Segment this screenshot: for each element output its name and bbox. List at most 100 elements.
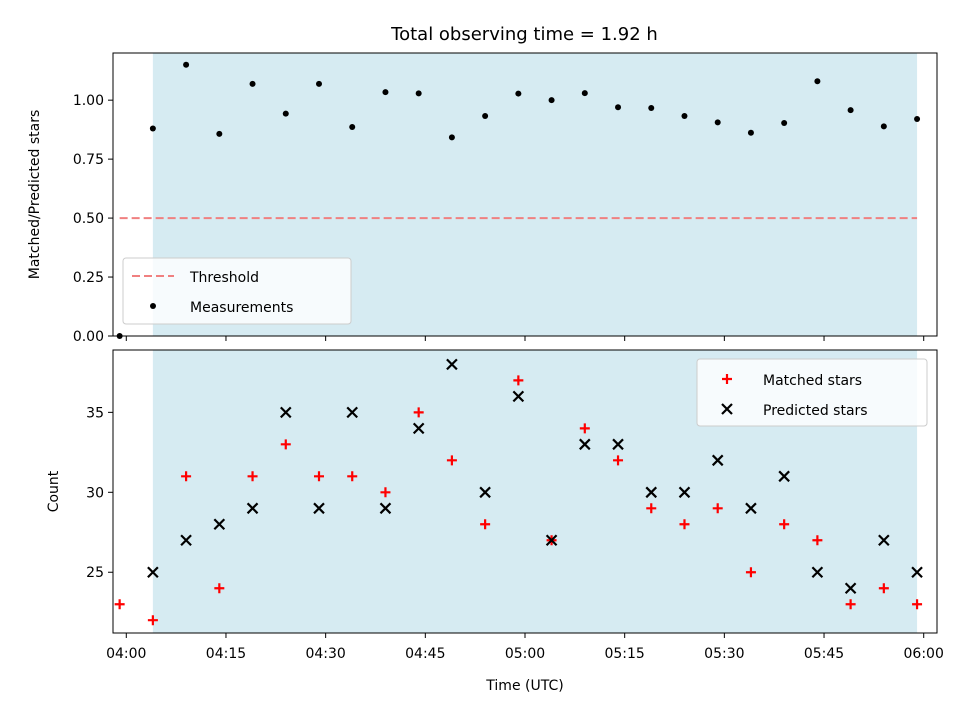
predicted-star-point (778, 470, 790, 483)
x-tick-label: 04:30 (305, 646, 345, 662)
predicted-star-point (213, 518, 226, 531)
predicted-star-point (878, 534, 890, 547)
y-tick-label: 0.75 (73, 152, 104, 168)
predicted-star-point (678, 486, 691, 499)
matched-star-point (613, 455, 624, 466)
matched-star-point (280, 439, 291, 450)
matched-star-point (214, 583, 225, 594)
measurement-point (714, 119, 721, 126)
predicted-star-point (246, 502, 259, 515)
predicted-star-point (911, 566, 923, 579)
legend-threshold-label: Threshold (189, 270, 259, 286)
matched-star-point (181, 471, 192, 482)
matched-star-point (712, 503, 723, 514)
matched-star-point (878, 583, 889, 594)
y-axis-label: Count (46, 470, 62, 512)
predicted-star-point (579, 438, 591, 451)
legend-predicted-swatch (721, 403, 733, 415)
measurement-point (183, 61, 190, 68)
matched-star-point (247, 471, 258, 482)
predicted-star-point (645, 486, 658, 499)
x-tick-label: 05:15 (604, 646, 644, 662)
legend-box (696, 358, 928, 427)
predicted-star-point (446, 358, 458, 371)
predicted-star-point (147, 566, 159, 579)
measurement-point (316, 80, 322, 87)
matched-star-point (646, 503, 657, 514)
chart-title: Total observing time = 1.92 h (390, 24, 658, 45)
matched-star-point (314, 471, 324, 482)
predicted-star-point (379, 502, 392, 515)
y-axis-label: Matched/Predicted stars (27, 110, 43, 280)
matched-star-point (679, 519, 690, 530)
legend-top: Threshold Measurements (122, 257, 352, 325)
measurement-point (515, 90, 522, 97)
predicted-star-point (479, 486, 491, 499)
measurement-point (282, 110, 289, 117)
measurement-point (149, 125, 156, 132)
x-tick-label: 04:15 (206, 646, 246, 662)
matched-star-point (779, 519, 790, 530)
matched-star-point (845, 599, 856, 610)
x-axis-label: Time (UTC) (485, 678, 563, 694)
matched-star-point (513, 375, 524, 386)
predicted-star-point (711, 454, 724, 467)
predicted-star-point (745, 502, 757, 515)
predicted-star-point (279, 406, 292, 419)
predicted-star-point (313, 502, 325, 515)
legend-box (122, 257, 352, 325)
predicted-star-point (412, 422, 425, 435)
predicted-star-point (180, 534, 192, 547)
measurement-point (548, 97, 555, 104)
y-tick-label: 0.25 (73, 270, 104, 286)
matched-star-point (413, 407, 424, 418)
legend-matched-swatch (722, 374, 732, 384)
matched-star-point (812, 535, 823, 546)
measurement-point (781, 120, 788, 127)
matched-star-point (347, 471, 358, 482)
y-tick-label: 0.00 (73, 329, 104, 345)
measurement-point (349, 124, 356, 131)
legend-measurement-label: Measurements (190, 300, 293, 316)
legend-bottom: Matched stars Predicted stars (696, 358, 928, 427)
predicted-star-point (612, 438, 624, 451)
measurement-point (216, 130, 223, 137)
measurement-point (648, 104, 655, 111)
x-tick-label: 05:30 (704, 646, 744, 662)
x-tick-label: 05:00 (505, 646, 545, 662)
measurement-point (581, 90, 588, 97)
x-tick-label: 04:45 (405, 646, 445, 662)
predicted-star-point (545, 534, 558, 547)
y-tick-label: 35 (86, 405, 104, 421)
top-panel: 0.00 0.25 0.50 0.75 1.00 Matched/Predicted st… (27, 52, 938, 345)
predicted-star-point (512, 390, 525, 403)
matched-star-point (114, 599, 125, 610)
legend-predicted-label: Predicted stars (763, 403, 868, 419)
measurement-point (747, 129, 754, 136)
measurement-point (814, 78, 821, 85)
measurement-point (880, 123, 887, 130)
y-tick-label: 0.50 (73, 211, 104, 227)
legend-matched-label: Matched stars (763, 373, 862, 389)
measurement-point (482, 112, 489, 119)
measurement-point (615, 104, 622, 111)
predicted-star-point (811, 566, 824, 579)
measurement-point (415, 90, 422, 97)
matched-star-point (480, 519, 491, 530)
matched-star-point (380, 487, 391, 498)
measurement-point (914, 116, 921, 123)
matched-star-point (912, 599, 923, 610)
x-tick-label: 06:00 (904, 646, 944, 662)
y-tick-label: 30 (86, 485, 104, 501)
measurement-point (382, 89, 389, 96)
matched-star-point (446, 455, 457, 466)
measurement-point (847, 107, 854, 114)
x-tick-label: 05:45 (804, 646, 844, 662)
measurement-point (249, 80, 256, 87)
measurement-point (448, 134, 455, 141)
legend-measurement-swatch (150, 303, 156, 309)
matched-star-point (147, 615, 158, 626)
predicted-star-point (346, 406, 359, 419)
y-tick-label: 25 (86, 565, 104, 581)
